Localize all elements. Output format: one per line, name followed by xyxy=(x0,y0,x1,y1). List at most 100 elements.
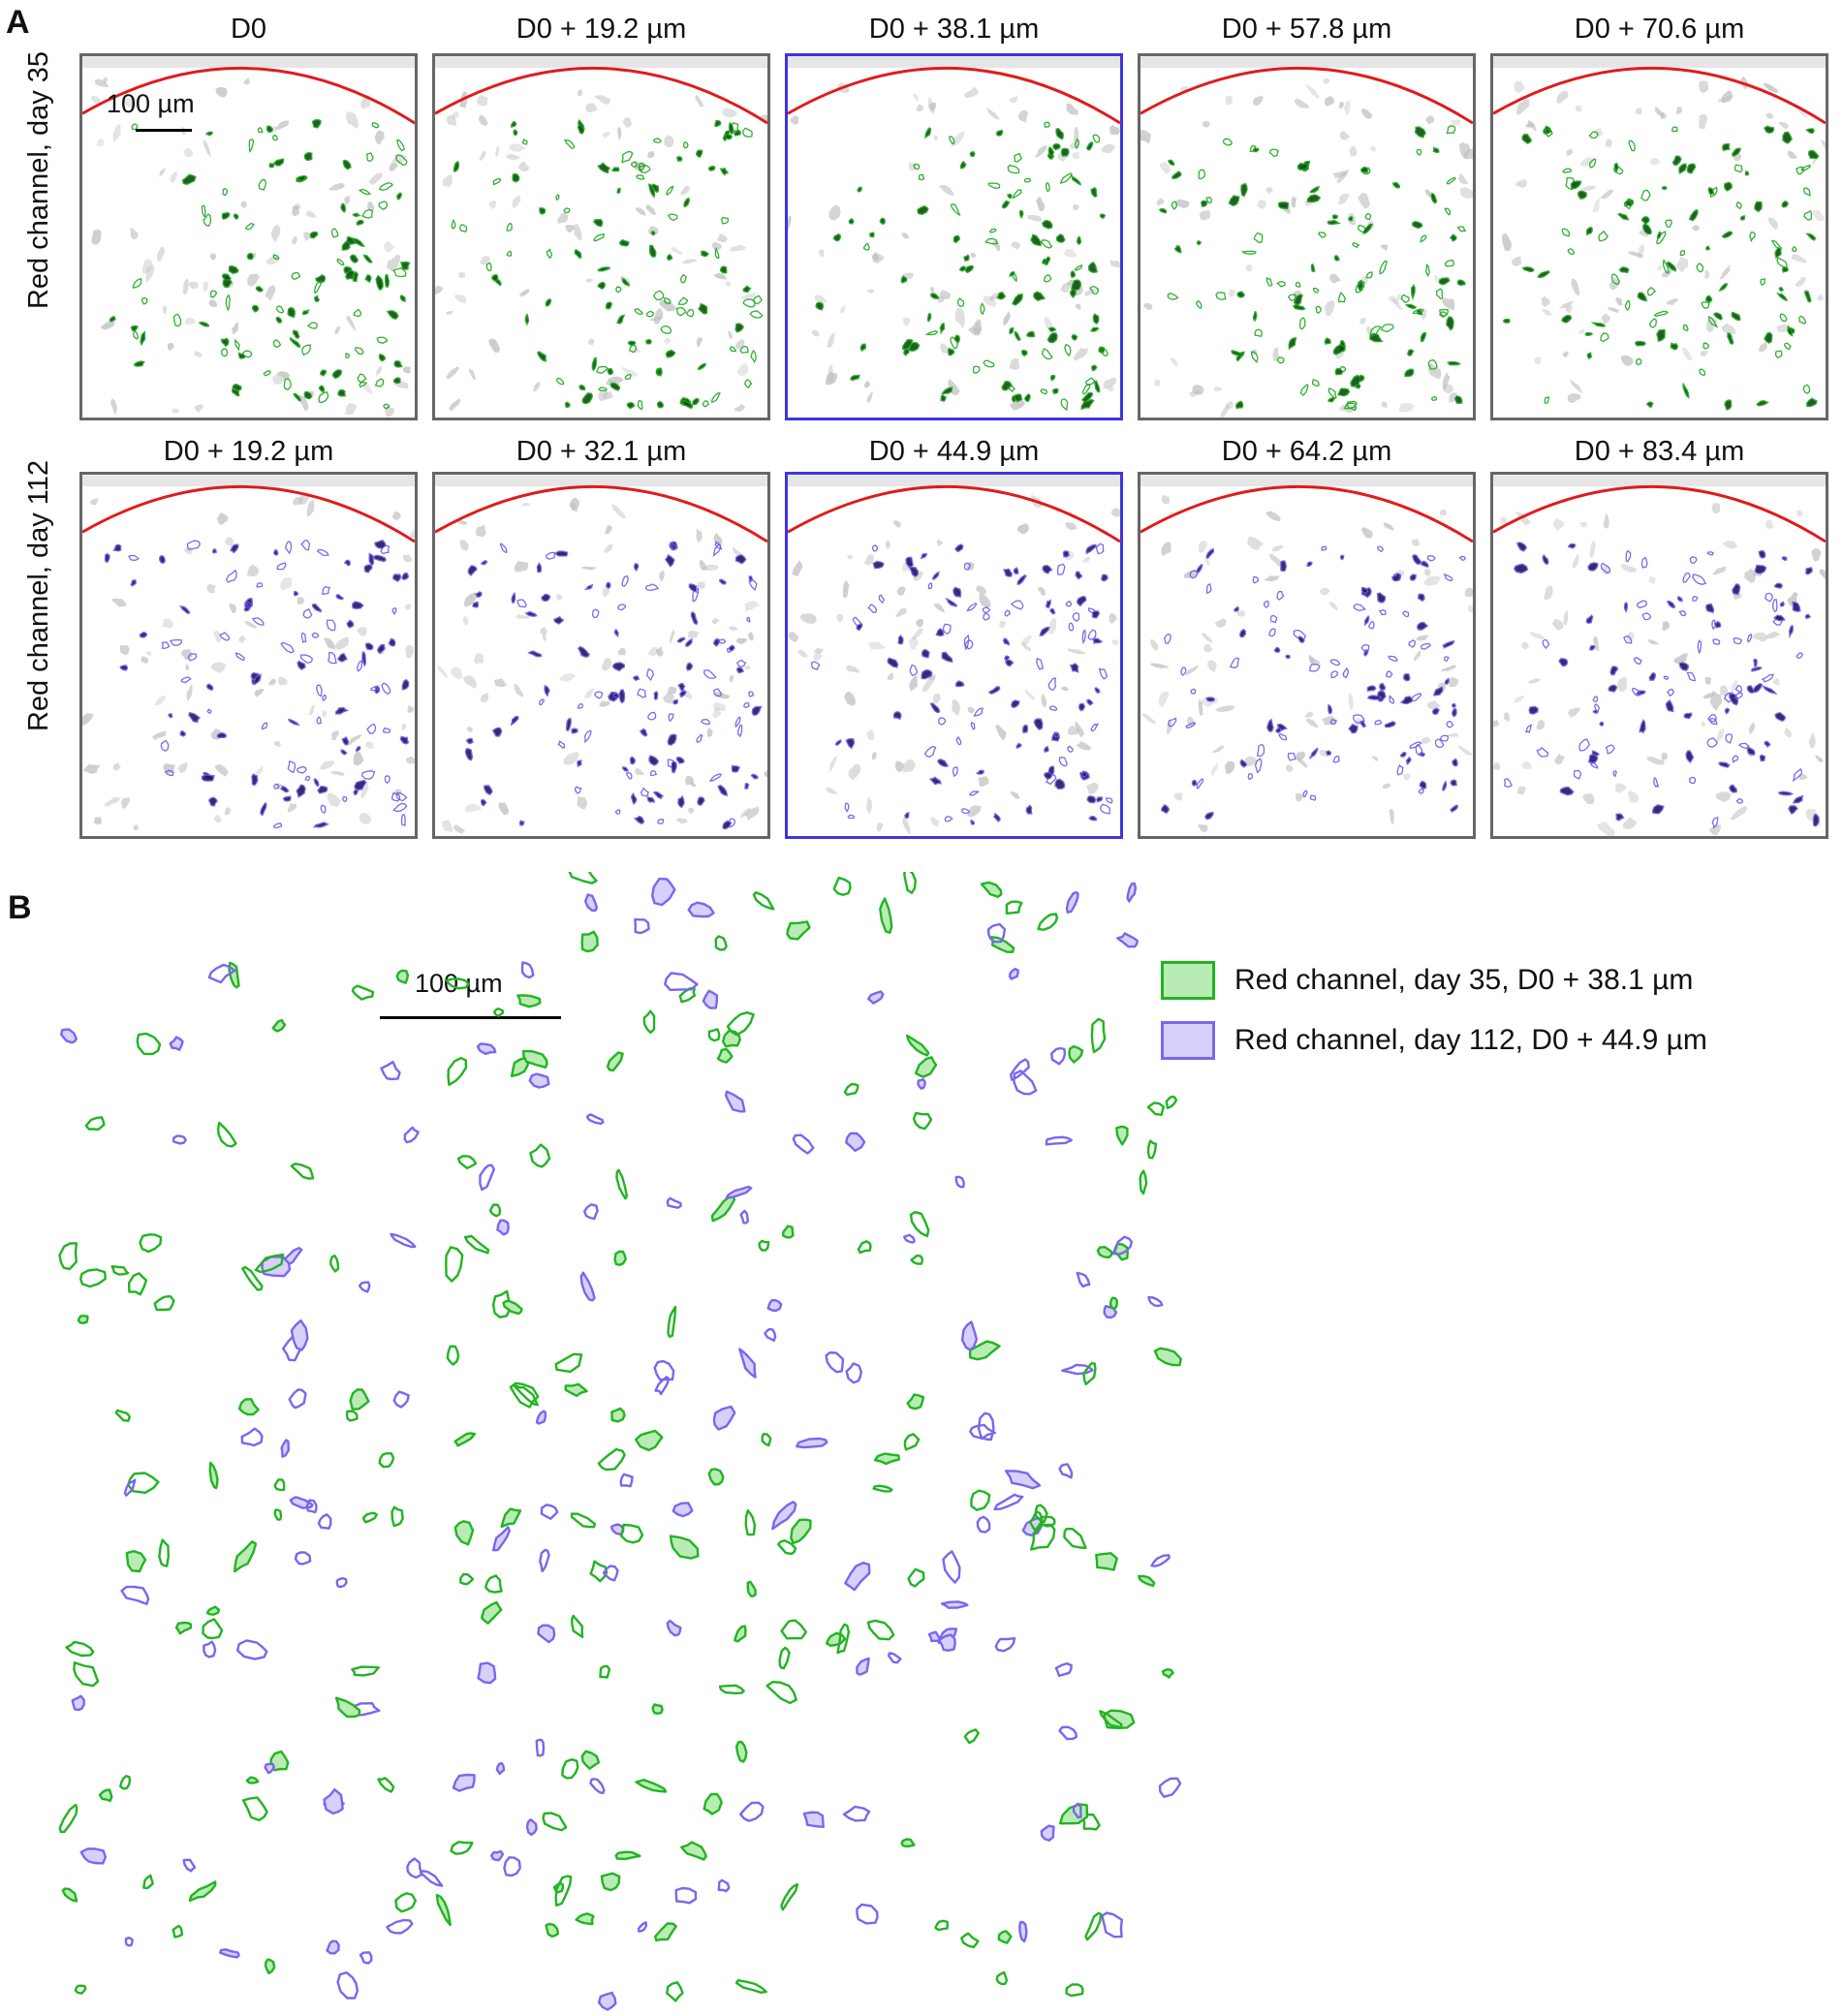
roi-contour xyxy=(554,1352,583,1374)
cell-roi xyxy=(869,232,875,238)
background-cell xyxy=(1022,635,1033,646)
roi-contour xyxy=(599,1664,611,1679)
cell-roi xyxy=(1180,667,1187,676)
cell-roi xyxy=(316,684,323,698)
cell-roi xyxy=(459,223,468,233)
roi-contour xyxy=(361,1511,378,1524)
cell-roi xyxy=(1234,400,1244,410)
cell-roi xyxy=(685,637,693,647)
cell-roi xyxy=(539,207,547,215)
cell-roi xyxy=(644,583,660,591)
background-cell xyxy=(1562,351,1569,357)
cell-roi xyxy=(676,636,686,643)
background-cell xyxy=(1257,199,1266,209)
cell-roi xyxy=(1163,633,1171,644)
background-cell xyxy=(697,581,706,589)
background-cell xyxy=(622,117,633,129)
background-cell xyxy=(1601,313,1610,326)
background-cell xyxy=(1622,817,1638,830)
background-cell xyxy=(565,225,576,233)
background-cell xyxy=(1027,214,1042,222)
background-cell xyxy=(293,497,304,506)
roi-contour xyxy=(290,1318,309,1351)
background-cell xyxy=(1140,130,1151,144)
cell-roi xyxy=(923,745,937,758)
roi-contour xyxy=(58,1803,78,1834)
background-cell xyxy=(653,307,664,325)
cell-roi xyxy=(1047,677,1057,691)
cell-roi xyxy=(160,739,170,752)
cell-roi xyxy=(1052,142,1061,151)
background-cell xyxy=(895,607,907,618)
roi-contour xyxy=(600,1872,621,1892)
cell-roi xyxy=(1542,638,1550,650)
cell-roi xyxy=(630,792,638,805)
background-cell xyxy=(1268,553,1283,568)
cell-roi xyxy=(221,211,231,220)
roi-contour xyxy=(825,1351,845,1374)
cell-roi xyxy=(381,682,391,696)
cell-roi xyxy=(975,769,985,775)
cell-roi xyxy=(1402,673,1411,682)
cell-roi xyxy=(376,336,389,344)
background-cell xyxy=(1041,693,1047,707)
panel-b-scale-label: 100 µm xyxy=(415,969,503,998)
roi-contour xyxy=(666,1196,682,1209)
cell-roi xyxy=(1007,164,1020,174)
cell-roi xyxy=(1095,543,1105,555)
cell-roi xyxy=(577,124,584,135)
roi-contour xyxy=(264,1762,275,1775)
cell-roi xyxy=(1240,182,1248,198)
roi-contour xyxy=(326,1939,340,1955)
cell-roi xyxy=(491,727,503,737)
cell-roi xyxy=(1707,713,1717,723)
image-tile-day112-1 xyxy=(79,472,418,839)
cell-roi xyxy=(1062,550,1070,558)
background-cell xyxy=(1449,392,1457,403)
cell-roi xyxy=(1081,383,1091,395)
roi-contour xyxy=(716,1047,734,1064)
background-cell xyxy=(1272,347,1280,362)
cell-roi xyxy=(1804,290,1812,303)
roi-contour xyxy=(392,1390,410,1409)
cell-roi xyxy=(621,277,630,288)
cell-roi xyxy=(1722,142,1731,152)
roi-contour xyxy=(123,1478,137,1497)
cell-roi xyxy=(1640,556,1648,569)
cell-roi xyxy=(266,125,273,134)
cell-roi xyxy=(521,138,528,145)
background-cell xyxy=(359,813,372,824)
roi-contour xyxy=(349,1388,370,1411)
background-cell xyxy=(163,305,168,314)
cell-roi xyxy=(565,401,571,408)
cell-roi xyxy=(1444,677,1450,686)
cell-roi xyxy=(592,218,604,228)
cell-roi xyxy=(677,794,685,809)
roi-contour xyxy=(739,1801,765,1822)
background-cell xyxy=(1011,241,1021,250)
cell-roi xyxy=(1430,192,1438,204)
background-cell xyxy=(604,543,613,553)
background-cell xyxy=(1308,654,1315,666)
cell-roi xyxy=(353,237,366,248)
background-cell xyxy=(1708,824,1722,836)
background-cell xyxy=(1206,660,1217,673)
cell-roi xyxy=(1204,811,1214,821)
cell-roi xyxy=(306,322,318,329)
cell-roi xyxy=(1251,351,1259,363)
background-cell xyxy=(711,618,720,625)
roi-contour xyxy=(580,930,599,953)
cell-roi xyxy=(1590,760,1599,769)
cell-roi xyxy=(287,306,296,319)
background-cell xyxy=(94,78,109,87)
cell-roi xyxy=(685,309,695,318)
roi-overlay-plot xyxy=(58,872,1182,2011)
cell-roi xyxy=(268,163,275,169)
roi-contour xyxy=(717,1878,731,1893)
cell-roi xyxy=(1776,257,1788,268)
cell-roi xyxy=(1046,332,1058,344)
cell-roi xyxy=(666,185,674,196)
cell-roi xyxy=(954,680,965,688)
background-cell xyxy=(1815,755,1824,763)
cell-roi xyxy=(1053,732,1059,738)
